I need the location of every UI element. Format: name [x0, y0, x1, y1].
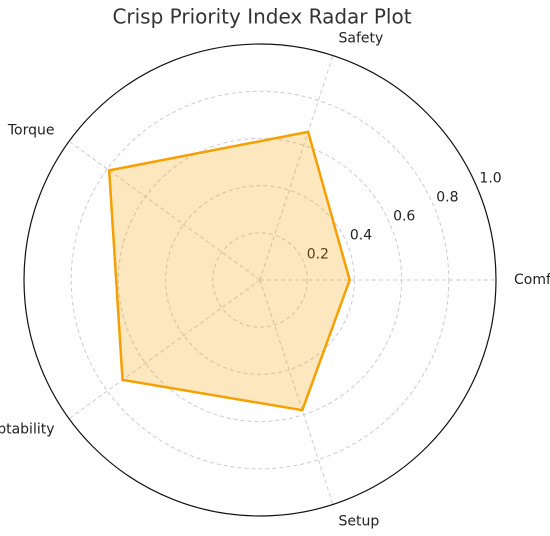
spoke	[259, 279, 334, 505]
chart-title: Crisp Priority Index Radar Plot	[112, 5, 411, 29]
grid-circle	[70, 90, 450, 470]
axis-label: Safety	[338, 30, 383, 46]
axis-label: Comfort	[514, 272, 550, 288]
spoke	[68, 140, 261, 281]
spoke	[259, 55, 334, 281]
outer-circle	[23, 43, 497, 517]
axis-label: Adaptability	[0, 421, 55, 437]
r-tick-label: 0.2	[307, 246, 329, 262]
axis-label: Torque	[7, 123, 55, 139]
r-tick-label: 1.0	[479, 170, 501, 186]
axis-label: Setup	[338, 514, 379, 530]
r-tick-label: 0.4	[350, 227, 372, 243]
spoke	[68, 279, 261, 420]
grid-circle	[212, 232, 308, 328]
radar-area	[107, 130, 351, 412]
r-tick-label: 0.8	[436, 189, 458, 205]
r-tick-label: 0.6	[393, 208, 415, 224]
